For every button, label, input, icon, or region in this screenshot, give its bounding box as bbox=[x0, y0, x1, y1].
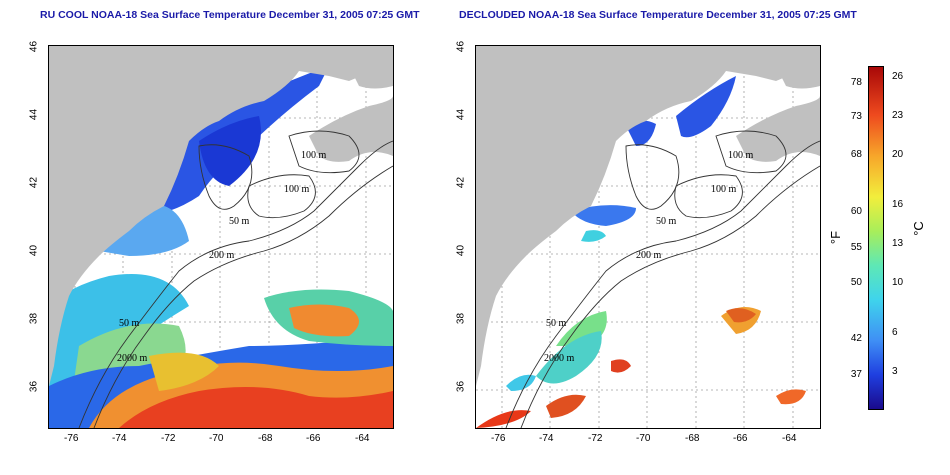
raw-sst-map[interactable]: 100 m 100 m 50 m 200 m 50 m 2000 m bbox=[48, 45, 394, 429]
contour-label-100m-b: 100 m bbox=[284, 184, 310, 195]
colorbar-c-tick: 16 bbox=[892, 199, 904, 210]
y-tick: 46 bbox=[28, 40, 40, 53]
colorbar-c-tick: 13 bbox=[892, 238, 904, 249]
x-tick: -66 bbox=[733, 433, 748, 444]
x-tick: -68 bbox=[685, 433, 700, 444]
x-tick: -70 bbox=[636, 433, 651, 444]
contour-label-50m-a: 50 m bbox=[229, 216, 250, 227]
y-tick: 38 bbox=[28, 312, 40, 325]
colorbar-unit-c: °C bbox=[910, 221, 926, 236]
x-tick: -74 bbox=[539, 433, 554, 444]
contour-label-2000m: 2000 m bbox=[117, 353, 148, 364]
land bbox=[476, 46, 820, 386]
y-tick: 46 bbox=[455, 40, 467, 53]
colorbar-c-tick: 23 bbox=[892, 110, 904, 121]
x-tick: -64 bbox=[782, 433, 797, 444]
contour-labels: 100 m 100 m 50 m 200 m 50 m 2000 m bbox=[117, 150, 327, 364]
y-tick: 42 bbox=[28, 176, 40, 189]
colorbar-f-tick: 68 bbox=[850, 149, 862, 160]
x-tick: -72 bbox=[588, 433, 603, 444]
land bbox=[49, 46, 393, 386]
right-map-title: DECLOUDED NOAA-18 Sea Surface Temperatur… bbox=[459, 9, 857, 21]
x-tick: -64 bbox=[355, 433, 370, 444]
y-tick: 38 bbox=[455, 312, 467, 325]
sst-fill bbox=[49, 66, 393, 428]
colorbar-c-tick: 26 bbox=[892, 71, 904, 82]
contour-label-50m-a: 50 m bbox=[656, 216, 677, 227]
x-tick: -76 bbox=[64, 433, 79, 444]
colorbar-f-tick: 73 bbox=[850, 111, 862, 122]
bathymetry-contours bbox=[78, 130, 393, 428]
colorbar-f-tick: 50 bbox=[850, 277, 862, 288]
contour-label-100m-a: 100 m bbox=[728, 150, 754, 161]
contour-label-50m-b: 50 m bbox=[119, 318, 140, 329]
contour-label-100m-b: 100 m bbox=[711, 184, 737, 195]
colorbar-f-tick: 42 bbox=[850, 333, 862, 344]
x-tick: -68 bbox=[258, 433, 273, 444]
colorbar-f-tick: 55 bbox=[850, 242, 862, 253]
y-tick: 44 bbox=[455, 108, 467, 121]
colorbar-f-tick: 37 bbox=[850, 369, 862, 380]
y-tick: 36 bbox=[28, 380, 40, 393]
x-tick: -74 bbox=[112, 433, 127, 444]
y-tick: 44 bbox=[28, 108, 40, 121]
contour-label-100m-a: 100 m bbox=[301, 150, 327, 161]
y-tick: 40 bbox=[455, 244, 467, 257]
y-tick: 42 bbox=[455, 176, 467, 189]
x-tick: -70 bbox=[209, 433, 224, 444]
contour-label-200m: 200 m bbox=[636, 250, 662, 261]
y-tick: 36 bbox=[455, 380, 467, 393]
colorbar-c-tick: 10 bbox=[892, 277, 904, 288]
contour-label-2000m: 2000 m bbox=[544, 353, 575, 364]
contour-labels: 100 m 100 m 50 m 200 m 50 m 2000 m bbox=[544, 150, 754, 364]
contour-label-50m-b: 50 m bbox=[546, 318, 567, 329]
colorbar-c-tick: 3 bbox=[892, 366, 898, 377]
colorbar-c-tick: 20 bbox=[892, 149, 904, 160]
x-tick: -76 bbox=[491, 433, 506, 444]
y-tick: 40 bbox=[28, 244, 40, 257]
colorbar-c-tick: 6 bbox=[892, 327, 898, 338]
left-map-title: RU COOL NOAA-18 Sea Surface Temperature … bbox=[40, 9, 420, 21]
colorbar-f-tick: 60 bbox=[850, 206, 862, 217]
bathymetry-contours bbox=[505, 130, 820, 428]
declouded-sst-map[interactable]: 100 m 100 m 50 m 200 m 50 m 2000 m bbox=[475, 45, 821, 429]
temperature-colorbar bbox=[868, 66, 884, 410]
colorbar-f-tick: 78 bbox=[850, 77, 862, 88]
x-tick: -66 bbox=[306, 433, 321, 444]
contour-label-200m: 200 m bbox=[209, 250, 235, 261]
x-tick: -72 bbox=[161, 433, 176, 444]
